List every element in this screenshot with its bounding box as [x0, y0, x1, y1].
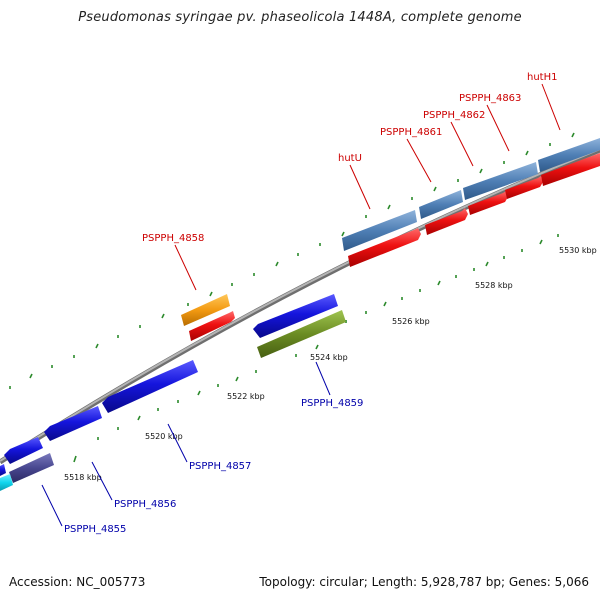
tick-label-5520: 5520 kbp	[145, 432, 183, 441]
gene-feature-steelblue[interactable]	[419, 190, 463, 219]
gene-arrow-forward[interactable]	[505, 176, 543, 199]
gene-arrow-forward[interactable]	[348, 228, 421, 267]
gene-arrow-forward[interactable]	[189, 311, 235, 341]
inner-tick-ring	[49, 234, 559, 463]
gene-label[interactable]: hutH1	[527, 72, 557, 83]
gene-arrow-forward[interactable]	[425, 208, 468, 235]
gene-label[interactable]: PSPPH_4859	[301, 398, 363, 409]
gene-arrow-forward[interactable]	[541, 153, 600, 186]
leader-lines-forward	[174, 83, 561, 291]
gene-label[interactable]: hutU	[338, 153, 362, 164]
tick-label-5522: 5522 kbp	[227, 392, 265, 401]
gene-arrow-reverse[interactable]	[44, 406, 102, 441]
gene-label[interactable]: PSPPH_4855	[64, 524, 126, 535]
tick-label-5526: 5526 kbp	[392, 317, 430, 326]
gene-label[interactable]: PSPPH_4863	[459, 93, 521, 104]
gene-arrow-reverse[interactable]	[4, 437, 43, 464]
outer-tick-ring	[9, 132, 575, 389]
tick-label-5530: 5530 kbp	[559, 246, 597, 255]
gene-arrow-reverse[interactable]	[0, 464, 6, 476]
tick-label-5528: 5528 kbp	[475, 281, 513, 290]
accession-text: Accession: NC_005773	[9, 575, 146, 589]
gene-feature-slate[interactable]	[9, 453, 54, 483]
gene-feature-olive[interactable]	[257, 310, 346, 358]
genome-summary-text: Topology: circular; Length: 5,928,787 bp…	[259, 575, 589, 589]
map-title: Pseudomonas syringae pv. phaseolicola 14…	[78, 10, 522, 25]
genome-backbone-highlight	[0, 148, 600, 462]
gene-label[interactable]: PSPPH_4861	[380, 127, 442, 138]
gene-feature-cyan[interactable]	[0, 474, 13, 491]
gene-arrow-reverse[interactable]	[253, 294, 338, 338]
gene-feature-orange[interactable]	[181, 294, 230, 326]
gene-label[interactable]: PSPPH_4856	[114, 499, 176, 510]
tick-label-5518: 5518 kbp	[64, 473, 102, 482]
tick-label-5524: 5524 kbp	[310, 353, 348, 362]
gene-label[interactable]: PSPPH_4858	[142, 233, 204, 244]
gene-feature-steelblue[interactable]	[463, 162, 538, 200]
gene-label[interactable]: PSPPH_4857	[189, 461, 251, 472]
gene-label[interactable]: PSPPH_4862	[423, 110, 485, 121]
gene-feature-steelblue[interactable]	[538, 138, 600, 172]
gene-arrow-reverse[interactable]	[102, 360, 198, 413]
gene-arrow-forward[interactable]	[468, 191, 508, 215]
gene-feature-steelblue[interactable]	[342, 210, 417, 251]
leader-lines-reverse	[41, 361, 331, 527]
